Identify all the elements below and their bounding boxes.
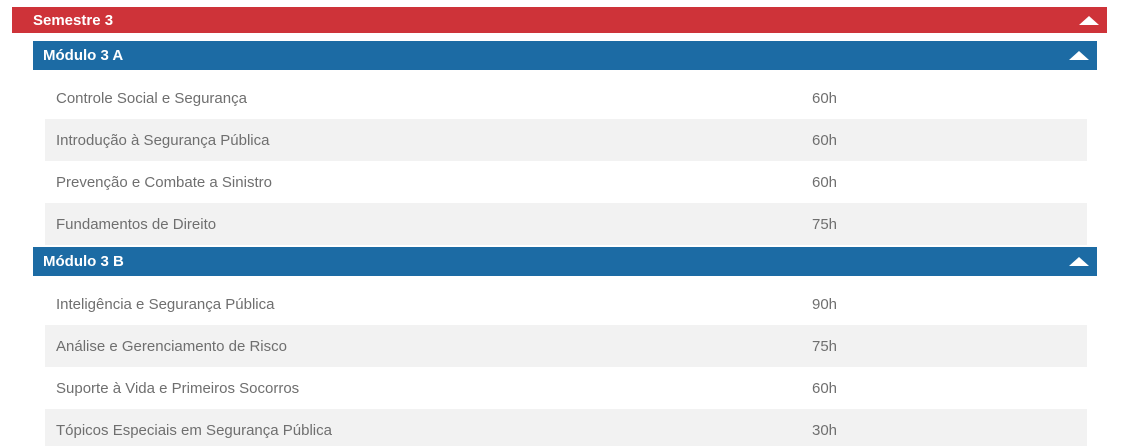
module-title: Módulo 3 B (43, 253, 124, 270)
course-hours: 75h (812, 337, 838, 355)
course-hours: 75h (812, 215, 838, 233)
course-name: Introdução à Segurança Pública (56, 131, 270, 149)
course-name: Prevenção e Combate a Sinistro (56, 173, 272, 191)
course-name: Suporte à Vida e Primeiros Socorros (56, 379, 300, 397)
course-hours: 30h (812, 421, 838, 439)
course-row: Prevenção e Combate a Sinistro 60h (45, 161, 1087, 203)
course-list-3b: Inteligência e Segurança Pública 90h Aná… (45, 283, 1087, 446)
chevron-up-icon (1079, 15, 1099, 25)
semester-title: Semestre 3 (33, 11, 114, 29)
semester-header[interactable]: Semestre 3 (12, 7, 1107, 33)
course-name: Controle Social e Segurança (56, 89, 247, 107)
course-name: Fundamentos de Direito (56, 215, 217, 233)
chevron-up-icon (1069, 257, 1089, 266)
course-name: Tópicos Especiais em Segurança Pública (56, 421, 332, 439)
course-row: Fundamentos de Direito 75h (45, 203, 1087, 245)
module-header-3b[interactable]: Módulo 3 B (33, 247, 1097, 276)
module-title: Módulo 3 A (43, 47, 124, 64)
course-hours: 60h (812, 89, 838, 107)
course-hours: 60h (812, 379, 838, 397)
course-row: Suporte à Vida e Primeiros Socorros 60h (45, 367, 1087, 409)
chevron-up-icon (1069, 51, 1089, 60)
course-hours: 60h (812, 173, 838, 191)
course-hours: 90h (812, 295, 838, 313)
course-row: Inteligência e Segurança Pública 90h (45, 283, 1087, 325)
course-name: Análise e Gerenciamento de Risco (56, 337, 287, 355)
course-row: Análise e Gerenciamento de Risco 75h (45, 325, 1087, 367)
course-row: Tópicos Especiais em Segurança Pública 3… (45, 409, 1087, 446)
course-row: Introdução à Segurança Pública 60h (45, 119, 1087, 161)
course-name: Inteligência e Segurança Pública (56, 295, 275, 313)
module-header-3a[interactable]: Módulo 3 A (33, 41, 1097, 70)
course-list-3a: Controle Social e Segurança 60h Introduç… (45, 77, 1087, 245)
course-hours: 60h (812, 131, 838, 149)
course-row: Controle Social e Segurança 60h (45, 77, 1087, 119)
